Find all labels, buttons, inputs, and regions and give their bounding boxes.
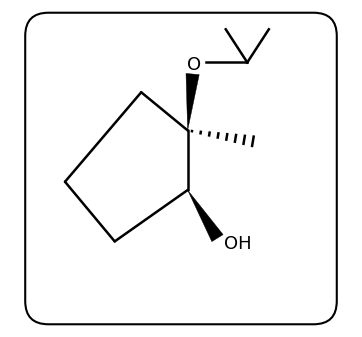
Polygon shape <box>188 190 223 242</box>
Text: O: O <box>187 56 201 74</box>
Polygon shape <box>186 73 199 130</box>
Text: OH: OH <box>224 235 252 253</box>
